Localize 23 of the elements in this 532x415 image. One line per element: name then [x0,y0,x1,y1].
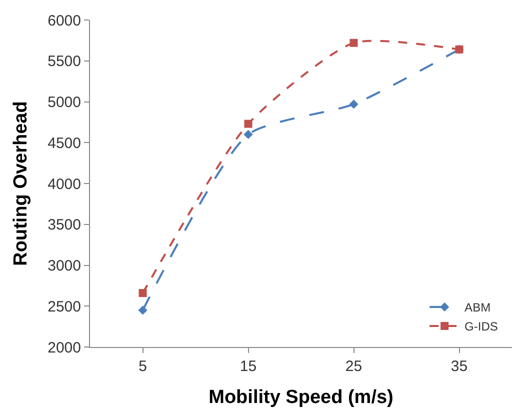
y-tick-label: 4000 [48,176,81,193]
y-tick-label: 4500 [48,134,81,152]
x-tick-label: 5 [138,358,147,375]
point [138,306,148,315]
y-tick-label: 3000 [48,258,81,274]
y-tick-label: 6000 [48,12,81,30]
y-tick-label: 5500 [48,53,81,70]
y-tick-label: 3500 [48,216,81,234]
legend-label: G-IDS [464,320,498,334]
point [138,289,147,298]
y-tick-label: 2500 [48,298,81,316]
y-tick-label: 2000 [48,339,81,356]
point [350,38,358,47]
point [244,130,253,139]
x-tick-label: 25 [345,358,362,375]
x-tick-label: 35 [450,358,468,375]
legend-label: ABM [464,300,491,315]
x-tick-label: 15 [240,358,257,375]
x-axis-title: Mobility Speed (m/s) [208,386,394,408]
y-axis-title: Routing Overhead [10,101,32,266]
point [349,100,358,109]
point [244,120,252,128]
y-tick-label: 5000 [48,94,81,111]
